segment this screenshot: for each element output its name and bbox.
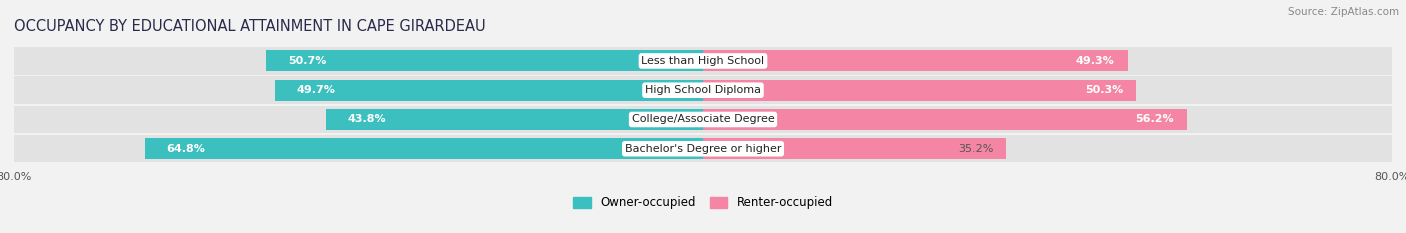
Text: High School Diploma: High School Diploma <box>645 85 761 95</box>
Bar <box>145 138 703 159</box>
Bar <box>14 47 703 75</box>
Bar <box>703 47 1392 75</box>
Text: 50.7%: 50.7% <box>288 56 326 66</box>
Text: Less than High School: Less than High School <box>641 56 765 66</box>
Bar <box>14 106 703 133</box>
Bar <box>703 80 1136 101</box>
Legend: Owner-occupied, Renter-occupied: Owner-occupied, Renter-occupied <box>572 196 834 209</box>
Text: 56.2%: 56.2% <box>1136 114 1174 124</box>
Text: College/Associate Degree: College/Associate Degree <box>631 114 775 124</box>
Bar <box>326 109 703 130</box>
Text: Bachelor's Degree or higher: Bachelor's Degree or higher <box>624 144 782 154</box>
Bar <box>703 109 1187 130</box>
Text: 50.3%: 50.3% <box>1085 85 1123 95</box>
Text: OCCUPANCY BY EDUCATIONAL ATTAINMENT IN CAPE GIRARDEAU: OCCUPANCY BY EDUCATIONAL ATTAINMENT IN C… <box>14 19 485 34</box>
Text: 64.8%: 64.8% <box>166 144 205 154</box>
Bar <box>276 80 703 101</box>
Bar <box>266 50 703 72</box>
Bar <box>14 76 703 104</box>
Bar <box>703 76 1392 104</box>
Bar <box>703 50 1128 72</box>
Bar <box>703 106 1392 133</box>
Bar <box>14 135 703 162</box>
Text: 35.2%: 35.2% <box>957 144 993 154</box>
Text: 49.3%: 49.3% <box>1076 56 1115 66</box>
Bar <box>703 135 1392 162</box>
Text: 49.7%: 49.7% <box>297 85 336 95</box>
Text: Source: ZipAtlas.com: Source: ZipAtlas.com <box>1288 7 1399 17</box>
Text: 43.8%: 43.8% <box>347 114 387 124</box>
Bar <box>703 138 1007 159</box>
